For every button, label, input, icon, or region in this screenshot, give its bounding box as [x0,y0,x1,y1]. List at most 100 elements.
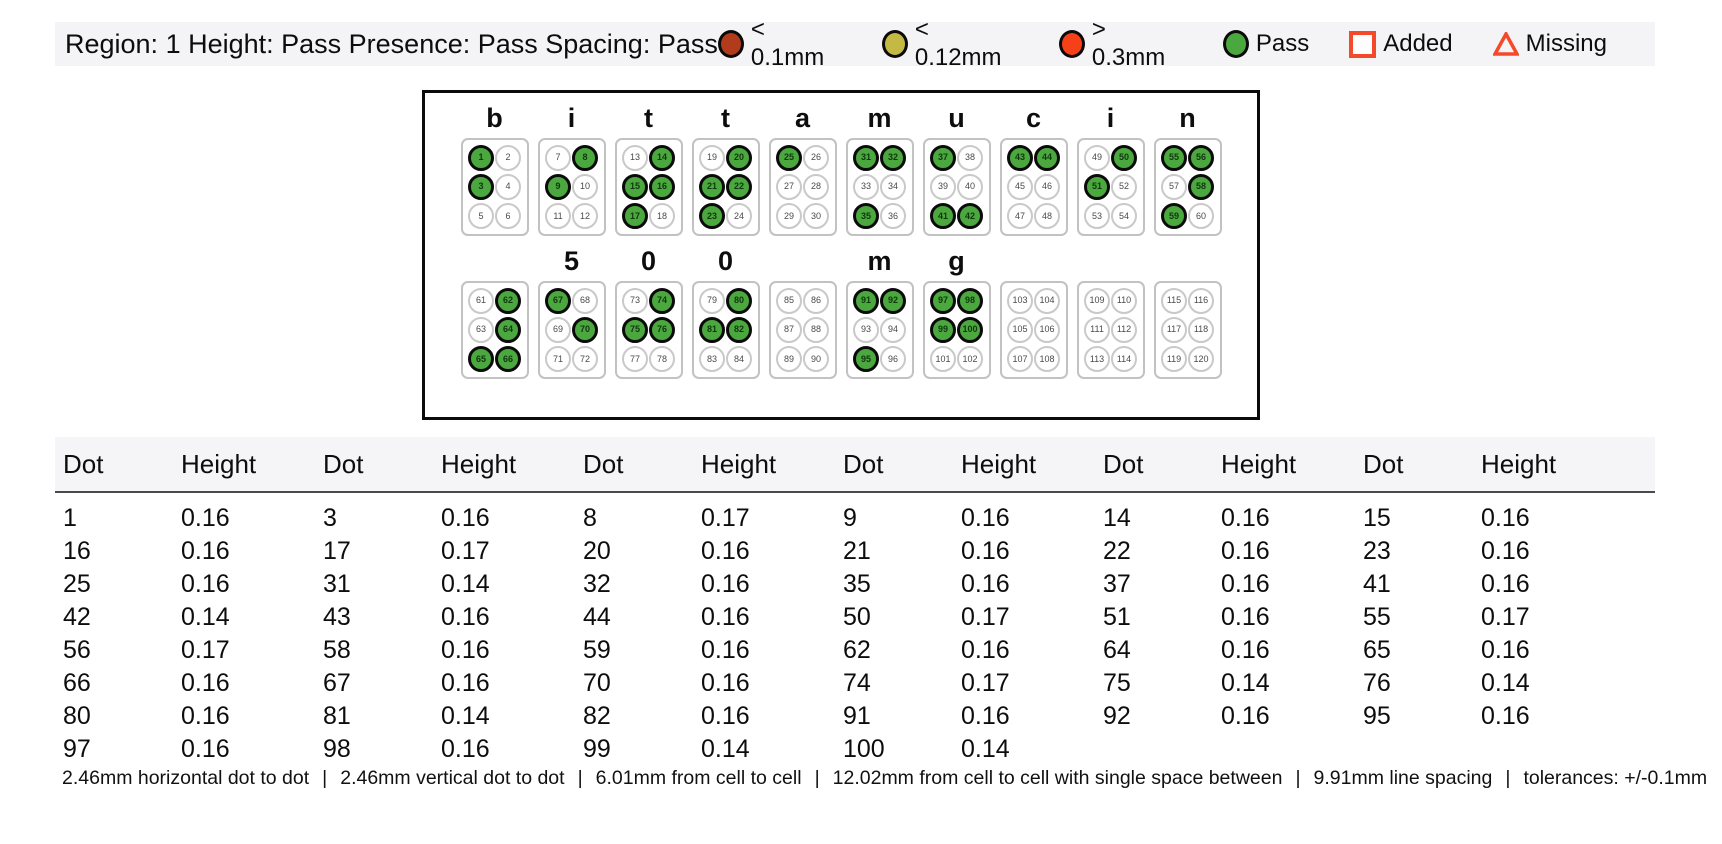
braille-dot: 18 [649,203,675,230]
braille-dot: 85 [776,287,802,314]
table-cell-dot: 9 [843,504,857,532]
table-cell-height: 0.16 [1221,603,1270,631]
braille-dot: 84 [726,346,752,373]
cell-letter-label: b [486,102,503,133]
braille-cell: 79 80 81 82 83 84 [691,281,760,379]
cell-letter-label: 0 [717,245,734,276]
green-circle-icon [1222,30,1249,58]
braille-dot: 22 [726,173,752,200]
braille-dot: 31 [853,144,879,171]
table-cell-dot: 91 [843,702,871,730]
table-cell-dot: 22 [1103,537,1131,565]
footer-spec: 2.46mm vertical dot to dot [340,767,565,789]
braille-dot: 112 [1111,316,1137,343]
table-cell-dot: 67 [323,669,351,697]
table-cell-dot: 70 [583,669,611,697]
legend-label: Added [1383,30,1453,57]
braille-dot: 37 [930,144,956,171]
braille-dot: 25 [776,144,802,171]
braille-cell: 91 92 93 94 95 96 [845,281,914,379]
table-cell-height: 0.16 [1221,636,1270,664]
footer-separator: | [1295,767,1301,789]
table-cell-dot: 44 [583,603,611,631]
braille-dot: 59 [1161,203,1187,230]
braille-dot: 117 [1161,316,1187,343]
table-cell-height: 0.16 [1481,570,1530,598]
cell-letter-label: n [1179,102,1196,133]
braille-cell: 7 8 9 10 11 12 [537,138,606,236]
braille-cell: 67 68 69 70 71 72 [537,281,606,379]
braille-dot: 32 [880,144,906,171]
cell-letter-label: i [1106,102,1115,133]
legend-label: < 0.1mm [750,16,825,71]
braille-dot: 19 [699,144,725,171]
braille-dot: 89 [776,346,802,373]
missing-triangle-icon [1492,32,1519,56]
braille-dot: 72 [572,346,598,373]
braille-dot: 1 [468,144,494,171]
table-cell-dot: 1 [63,504,77,532]
braille-dot: 90 [803,346,829,373]
braille-dot: 47 [1007,203,1033,230]
table-cell-dot: 75 [1103,669,1131,697]
table-cell-height: 0.16 [961,537,1010,565]
braille-dot: 27 [776,173,802,200]
cell-letter-label: t [721,102,730,133]
table-cell-height: 0.16 [181,735,230,763]
braille-dot: 26 [803,144,829,171]
table-cell-height: 0.16 [701,537,750,565]
table-cell-height: 0.16 [701,702,750,730]
braille-dot: 63 [468,316,494,343]
braille-dot: 106 [1034,316,1060,343]
legend-label: Missing [1525,30,1607,57]
table-cell-height: 0.16 [441,603,490,631]
braille-dot: 93 [853,316,879,343]
table-cell-height: 0.17 [961,603,1010,631]
legend-label: < 0.12mm [914,16,1002,71]
letter-labels-row: 5 0 0 m g [425,241,1257,281]
braille-dot: 111 [1084,316,1110,343]
braille-dot: 75 [622,316,648,343]
table-cell-dot: 25 [63,570,91,598]
braille-dot: 71 [545,346,571,373]
braille-dot: 21 [699,173,725,200]
spacing-footer: 2.46mm horizontal dot to dot | 2.46mm vert… [62,767,1707,790]
table-cell-height: 0.16 [181,537,230,565]
status-bar: Region: 1 Height: Pass Presence: Pass Sp… [55,16,1655,71]
table-cell-dot: 8 [583,504,597,532]
braille-dot: 13 [622,144,648,171]
cell-letter-label: c [1025,102,1042,133]
cell-letter-label: m [867,245,892,276]
braille-dot: 120 [1188,346,1214,373]
braille-dot: 64 [495,316,521,343]
table-cell-dot: 74 [843,669,871,697]
table-cell-dot: 100 [843,735,885,763]
braille-dot: 23 [699,203,725,230]
footer-spec: 9.91mm line spacing [1313,767,1493,789]
table-cell-height: 0.14 [441,702,490,730]
braille-board: b i t t a m u c i n 1 2 3 4 5 6 7 8 9 10 11 12 13 14 15 16 17 18 19 2… [422,90,1260,420]
table-cell-height: 0.16 [1481,702,1530,730]
table-row: 97 0.16 98 0.16 99 0.14 100 0.14 [63,733,1655,766]
legend-item: Added [1349,30,1453,58]
table-header-cell-height: Height [701,448,777,479]
cell-letter-label: m [867,102,892,133]
braille-dot: 57 [1161,173,1187,200]
braille-dot: 33 [853,173,879,200]
table-cell-dot: 41 [1363,570,1391,598]
table-cell-height: 0.16 [961,570,1010,598]
footer-spec: 12.02mm from cell to cell with single sp… [832,767,1283,789]
braille-dot: 62 [495,287,521,314]
table-cell-height: 0.16 [961,702,1010,730]
table-cell-height: 0.17 [181,636,230,664]
table-cell-dot: 80 [63,702,91,730]
braille-dot: 113 [1084,346,1110,373]
braille-cell: 19 20 21 22 23 24 [691,138,760,236]
table-cell-dot: 92 [1103,702,1131,730]
table-cell-height: 0.16 [1221,537,1270,565]
braille-dot: 24 [726,203,752,230]
table-cell-dot: 56 [63,636,91,664]
braille-cell: 55 56 57 58 59 60 [1153,138,1222,236]
table-row: 16 0.16 17 0.17 20 0.16 21 0.16 22 0.16 23 0.16 [63,535,1655,568]
table-cell-dot: 81 [323,702,351,730]
